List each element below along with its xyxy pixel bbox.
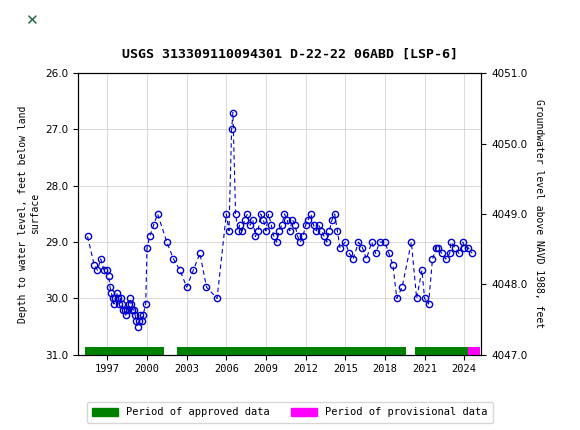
Text: USGS: USGS xyxy=(78,12,129,29)
Y-axis label: Depth to water level, feet below land
surface: Depth to water level, feet below land su… xyxy=(19,105,40,322)
Legend: Period of approved data, Period of provisional data: Period of approved data, Period of provi… xyxy=(87,402,493,423)
Bar xyxy=(6,4,64,37)
Text: USGS 313309110094301 D-22-22 06ABD [LSP-6]: USGS 313309110094301 D-22-22 06ABD [LSP-… xyxy=(122,47,458,60)
Y-axis label: Groundwater level above NAVD 1988, feet: Groundwater level above NAVD 1988, feet xyxy=(534,99,544,329)
Text: ✕: ✕ xyxy=(26,13,38,28)
